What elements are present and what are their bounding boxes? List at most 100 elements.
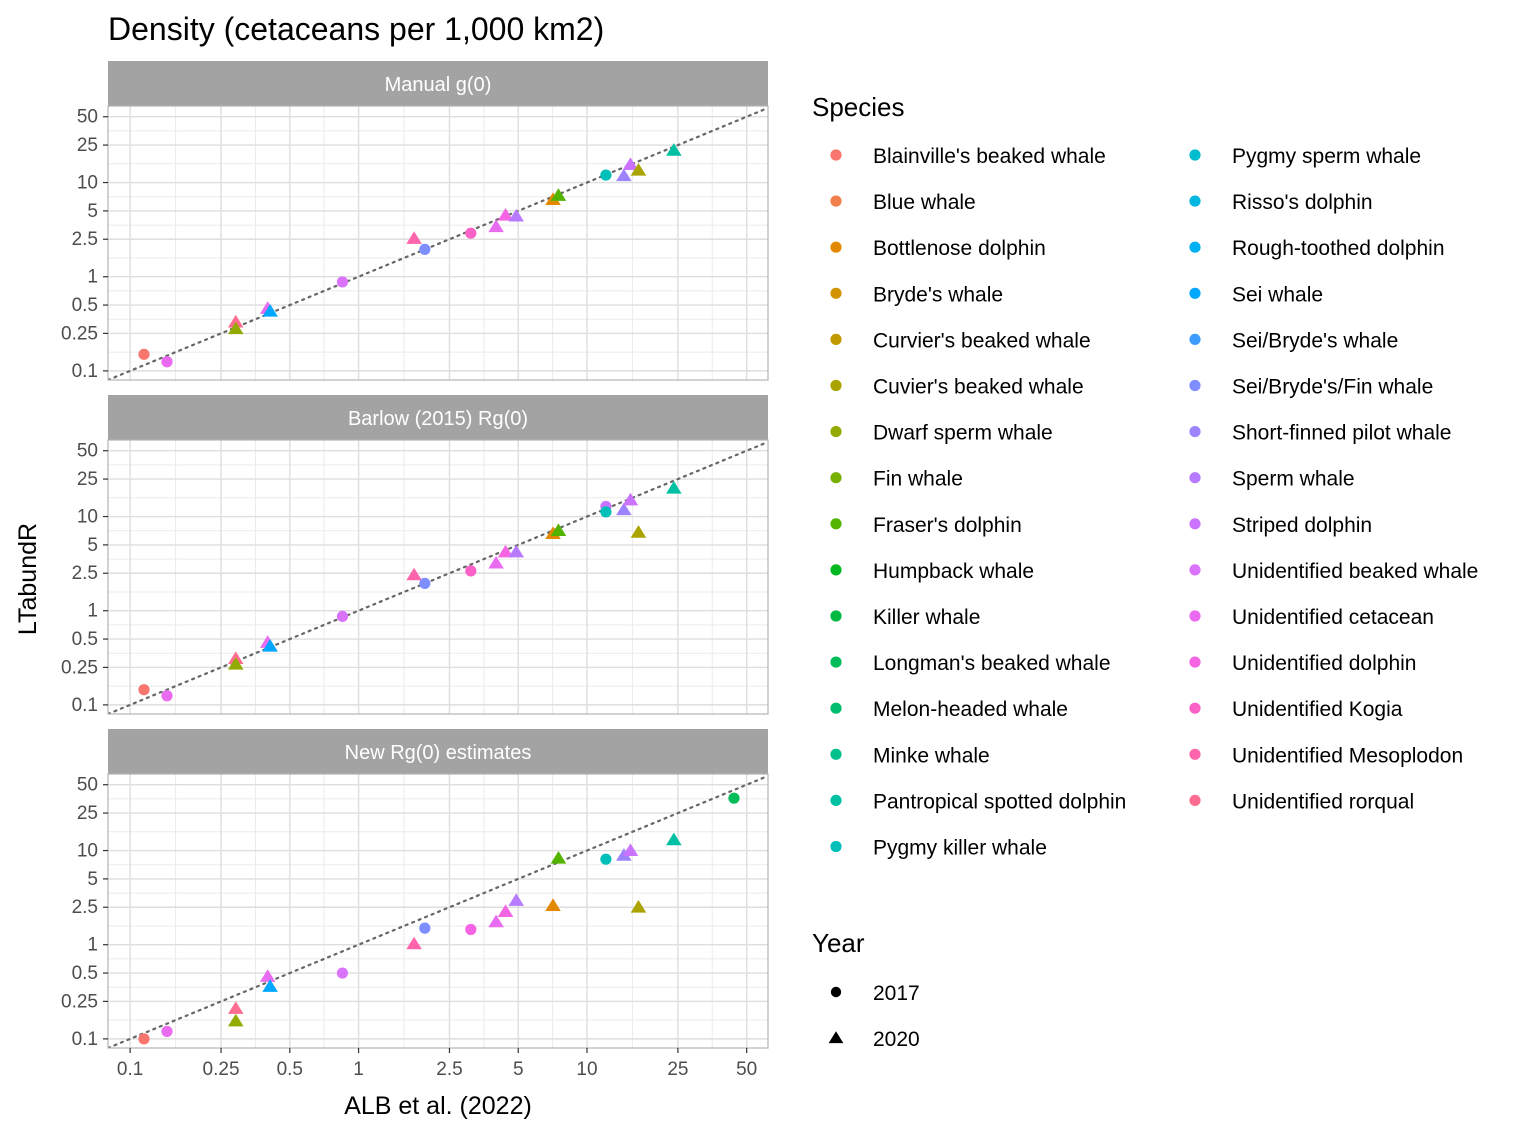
legend-key-dot [830,241,842,253]
panel-2: Barlow (2015) Rg(0) 0.1 0.25 0.5 1 2.5 5 10 25 50 [61,395,769,716]
legend-label: Bryde's whale [873,283,1003,306]
species-legend-item: Risso's dolphin [1189,191,1373,214]
legend-key-dot [1189,333,1201,345]
y-tick-label: 50 [77,107,98,128]
data-point [161,690,173,702]
species-legend-item: Sei whale [1189,283,1323,306]
data-point [138,1033,150,1045]
data-point [622,843,639,856]
species-legend-item: Unidentified rorqual [1189,790,1414,813]
year-legend-title: Year [812,928,865,958]
legend-label: Humpback whale [873,560,1034,583]
y-axis-title: LTabundR [14,523,42,635]
y-tick-label: 25 [77,803,98,824]
y-tick-label: 1 [87,267,98,288]
species-legend-item: Sei/Bryde's/Fin whale [1189,376,1433,399]
data-point [419,577,431,590]
legend-label: Unidentified beaked whale [1232,560,1478,583]
data-point [138,684,150,696]
y-tick-label: 2.5 [72,229,98,250]
panel-border [107,105,769,381]
data-point [616,502,632,516]
legend-label: Short-finned pilot whale [1232,422,1451,445]
species-legend-item: Rough-toothed dolphin [1189,237,1445,260]
data-point [406,936,422,950]
y-tick-label: 5 [87,869,98,890]
data-point [227,314,244,328]
legend-label: Unidentified dolphin [1232,652,1416,675]
species-legend-item: Killer whale [830,606,980,629]
legend-key-dot [1189,195,1201,207]
species-legend-item: Striped dolphin [1189,514,1372,537]
legend-key-dot [1189,149,1201,161]
x-tick-label: 0.1 [117,1059,143,1080]
panel-strip-label: Barlow (2015) Rg(0) [348,408,528,430]
y-tick-label: 0.5 [72,629,98,650]
data-point [488,914,504,928]
legend-key-dot [830,379,842,392]
legend-key-dot [1189,241,1201,253]
y-tick-label: 5 [87,535,98,556]
species-legend-item: Pygmy killer whale [830,837,1047,860]
legend-key-dot [830,702,842,714]
legend-key-dot [830,840,842,853]
x-tick-label: 1 [353,1059,364,1080]
y-tick-label: 0.1 [72,361,98,382]
data-point [508,544,525,558]
y-tick-label: 0.1 [72,695,98,716]
species-legend-item: Unidentified beaked whale [1189,560,1478,583]
y-tick-label: 0.5 [72,963,98,984]
legend-key-dot [830,195,842,207]
legend-label: Unidentified Kogia [1232,698,1403,721]
gridlines [108,106,768,380]
panel-strip [108,729,768,774]
y-tick-label: 1 [87,601,98,622]
y-tick-label: 2.5 [72,563,98,584]
legend-key-dot [830,287,842,299]
species-legend-item: Fin whale [830,468,963,491]
x-axis-title: ALB et al. (2022) [344,1092,532,1120]
y-tick-label: 5 [87,201,98,222]
data-point [728,792,740,804]
legend-label: Blainville's beaked whale [873,145,1106,168]
data-point [630,900,647,913]
legend-label: Curvier's beaked whale [873,329,1091,352]
y-tick-label: 0.5 [72,295,98,316]
legend-label: Unidentified Mesoplodon [1232,744,1463,767]
data-point [227,1001,244,1014]
legend-label: Pygmy killer whale [873,837,1047,860]
legend-key-dot [830,794,842,807]
y-tick-label: 25 [77,135,98,156]
data-point [227,321,244,335]
data-point [259,969,276,982]
species-legend-item: Melon-headed whale [830,698,1068,721]
legend: Species Blainville's beaked whale Blue wha… [812,92,1478,1051]
legend-key-dot [1189,518,1201,530]
x-tick-label: 10 [576,1059,597,1080]
legend-key-dot [830,472,842,484]
x-tick-label: 0.5 [277,1059,303,1080]
legend-label: Fin whale [873,468,963,491]
y-tick-label: 50 [77,441,98,462]
x-tick-label: 50 [736,1059,757,1080]
y-tick-label: 50 [77,775,98,796]
data-point [138,348,150,360]
gridlines [108,774,768,1048]
species-legend-item: Minke whale [830,744,990,767]
data-point [497,544,514,558]
legend-label: Rough-toothed dolphin [1232,237,1445,260]
panel-strip [108,395,768,440]
data-point [600,853,612,865]
legend-key-dot [830,333,842,345]
data-point [419,922,431,934]
y-tick-label: 0.25 [61,657,98,678]
legend-label: Longman's beaked whale [873,652,1111,675]
species-legend-item: Blainville's beaked whale [830,145,1106,168]
legend-label: Killer whale [873,606,980,629]
species-legend-title: Species [812,92,905,122]
data-point [161,1025,173,1038]
panel-strip [108,61,768,106]
data-point [406,567,422,581]
